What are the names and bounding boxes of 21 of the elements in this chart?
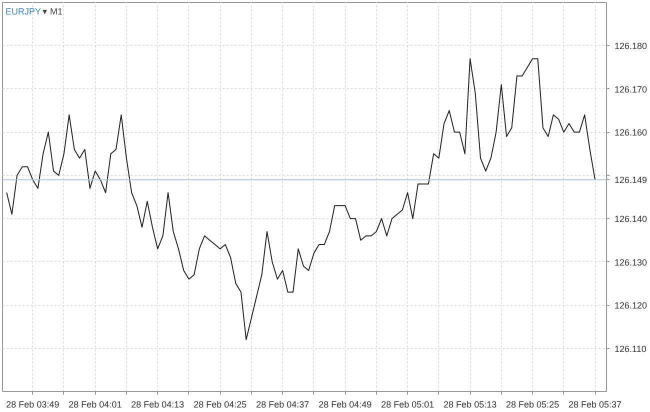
y-tick-label: 126.120 xyxy=(614,300,648,311)
x-tick-label: 28 Feb 05:01 xyxy=(381,400,434,410)
x-tick-label: 28 Feb 05:25 xyxy=(506,400,560,410)
y-tick-label: 126.130 xyxy=(614,257,648,268)
y-tick-label: 126.160 xyxy=(614,128,648,138)
y-tick-label: 126.170 xyxy=(614,84,648,94)
line-series xyxy=(6,58,596,340)
ref-line-label: 126.149 xyxy=(614,175,648,186)
x-tick-label: 28 Feb 04:01 xyxy=(68,400,122,410)
text: ▾ M1 xyxy=(42,6,63,16)
x-tick-label: 28 Feb 04:13 xyxy=(131,400,184,410)
y-tick-label: 126.140 xyxy=(614,214,648,224)
x-tick-label: 28 Feb 04:37 xyxy=(256,400,310,410)
text: EURJPY xyxy=(6,6,42,16)
x-tick-label: 28 Feb 04:49 xyxy=(318,400,372,410)
x-tick-label: 28 Feb 05:37 xyxy=(568,400,622,410)
x-tick-label: 28 Feb 04:25 xyxy=(194,400,247,410)
y-tick-label: 126.180 xyxy=(614,41,648,52)
x-tick-label: 28 Feb 03:49 xyxy=(6,400,60,410)
y-tick-label: 126.110 xyxy=(614,344,646,354)
x-tick-label: 28 Feb 05:13 xyxy=(444,400,497,410)
